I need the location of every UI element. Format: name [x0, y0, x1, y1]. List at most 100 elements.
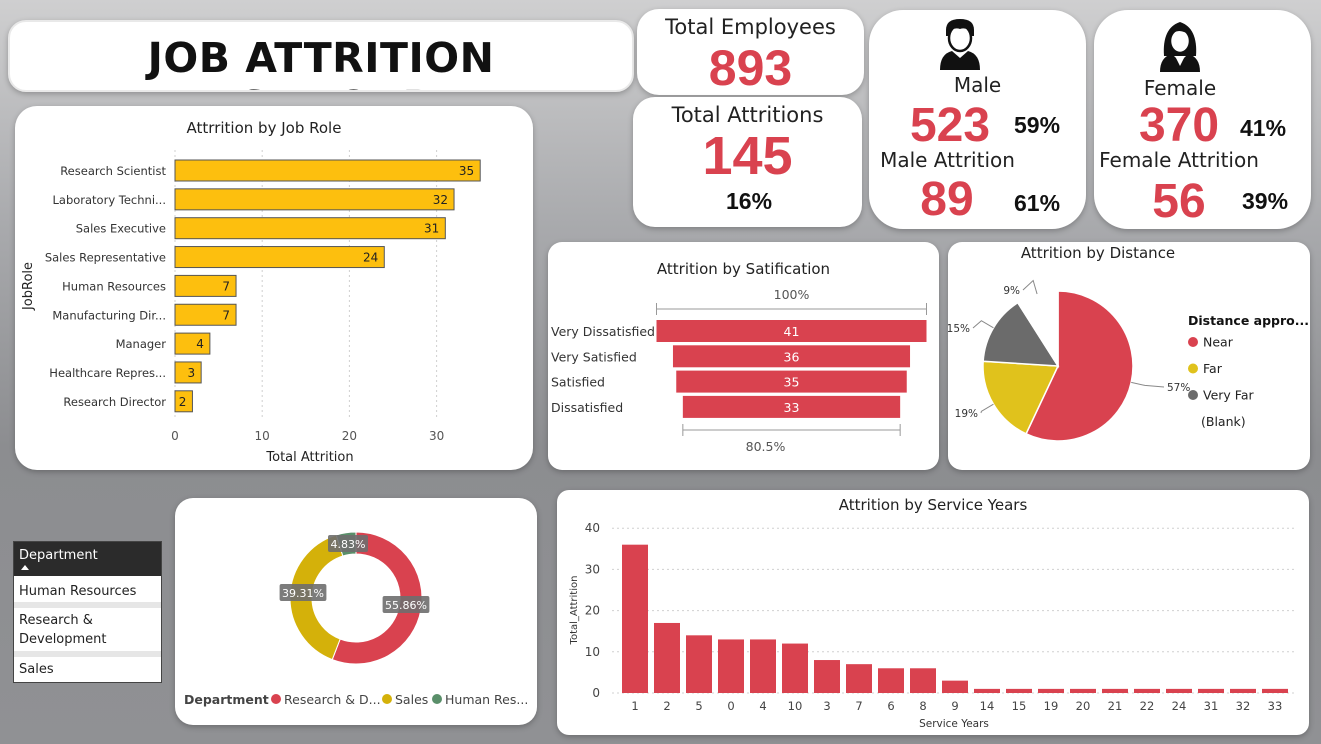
x-tick-label: 7 — [855, 699, 862, 713]
funnel-data-label: 36 — [784, 349, 800, 364]
x-tick-label: 5 — [695, 699, 702, 713]
legend-marker — [432, 694, 442, 704]
legend-title: Department — [184, 692, 269, 707]
pie-data-label: 19% — [955, 408, 978, 420]
bar — [910, 668, 936, 693]
bar-data-label: 7 — [222, 279, 230, 293]
total-employees-label: Total Employees — [665, 15, 836, 39]
dashboard-title-card: JOB ATTRITION DASHBOARD — [8, 20, 634, 92]
bar — [1038, 688, 1064, 693]
pie-leader-line — [980, 403, 994, 414]
slicer-item-research-development[interactable]: Research & Development — [14, 611, 161, 651]
y-tick-label: Healthcare Repres... — [49, 366, 166, 380]
bar — [942, 680, 968, 693]
legend-label: Sales — [395, 692, 428, 707]
bar — [1230, 688, 1256, 693]
funnel-category-label: Satisfied — [551, 375, 605, 390]
funnel-bar — [672, 345, 911, 368]
y-tick-label: Research Director — [63, 395, 166, 409]
bar — [718, 639, 744, 693]
legend-label: Near — [1203, 335, 1234, 350]
y-tick-label: Manager — [116, 337, 167, 351]
x-tick-label: 14 — [980, 699, 995, 713]
bar-data-label: 31 — [424, 222, 439, 236]
donut-label-bg — [328, 535, 368, 552]
x-tick-label: 33 — [1268, 699, 1283, 713]
pie-leader-line — [1131, 381, 1165, 388]
total-attritions-value: 145 — [702, 126, 793, 186]
bar — [878, 668, 904, 693]
x-tick-label: 19 — [1044, 699, 1059, 713]
legend-marker — [271, 694, 281, 704]
slicer-item-human-resources[interactable]: Human Resources — [14, 582, 161, 601]
total-employees-value: 893 — [708, 40, 793, 95]
funnel-data-label: 33 — [784, 400, 800, 415]
male-count: 523 — [909, 99, 991, 152]
pie-leader-line — [972, 320, 994, 329]
donut-data-label: 4.83% — [331, 538, 366, 551]
slicer-divider — [14, 602, 161, 608]
male-pct: 59% — [1014, 112, 1061, 138]
bar — [622, 544, 648, 693]
x-axis-title: Total Attrition — [265, 450, 353, 465]
department-donut: 55.86% 39.31% 4.83% Department Research & D.… — [184, 531, 528, 707]
x-tick-label: 22 — [1140, 699, 1155, 713]
legend-marker — [1188, 337, 1198, 347]
bar — [750, 639, 776, 693]
job-role-chart-card: Attrrition by Job Role 0 10 20 30 35 Research… — [15, 106, 533, 470]
total-employees-card: Total Employees 893 — [637, 9, 864, 95]
total-attritions-card: Total Attritions 145 16% — [633, 97, 862, 227]
donut-data-label: 39.31% — [282, 587, 324, 600]
female-pct: 41% — [1240, 115, 1287, 141]
male-attrition-pct: 61% — [1014, 190, 1061, 216]
bar — [654, 622, 680, 693]
funnel-bar — [682, 395, 901, 418]
slicer-header[interactable]: Department — [14, 542, 161, 576]
male-attrition-label: Male Attrition — [880, 148, 1015, 172]
male-label: Male — [953, 73, 1002, 97]
bar — [1198, 688, 1224, 693]
bar-data-label: 2 — [179, 395, 187, 409]
legend-title: Distance appro... — [1188, 313, 1309, 328]
x-tick-label: 24 — [1172, 699, 1187, 713]
bar — [1102, 688, 1128, 693]
y-tick-label: Research Scientist — [60, 164, 166, 178]
x-tick-label: 2 — [663, 699, 670, 713]
bar — [174, 390, 193, 413]
y-tick-label: 10 — [585, 645, 600, 659]
female-attrition-pct: 39% — [1242, 188, 1289, 214]
total-attritions-pct: 16% — [726, 188, 773, 214]
legend-label: Very Far — [1203, 388, 1254, 403]
x-tick-label: 0 — [171, 429, 179, 443]
bar — [174, 217, 446, 240]
legend-label: Far — [1203, 361, 1223, 376]
bar-data-label: 3 — [188, 366, 196, 380]
distance-chart-title: Attrition by Distance — [1020, 244, 1176, 262]
sort-caret-icon[interactable] — [21, 565, 29, 570]
bar — [1070, 688, 1096, 693]
x-tick-label: 8 — [919, 699, 926, 713]
slicer-title: Department — [19, 548, 98, 563]
funnel-data-label: 41 — [784, 324, 800, 339]
pie-slice — [982, 301, 1060, 367]
pie-leader-line — [1022, 279, 1038, 295]
female-attrition-value: 56 — [1152, 175, 1206, 228]
x-tick-label: 20 — [1076, 699, 1091, 713]
bar-data-label: 4 — [196, 337, 204, 351]
x-tick-label: 31 — [1204, 699, 1219, 713]
bar — [174, 303, 237, 326]
x-tick-label: 21 — [1108, 699, 1123, 713]
bar — [1134, 688, 1160, 693]
male-attrition-value: 89 — [920, 173, 974, 226]
y-tick-label: Sales Representative — [45, 251, 166, 265]
female-label: Female — [1143, 76, 1217, 100]
x-axis-title: Service Years — [919, 718, 989, 730]
bar-data-label: 24 — [363, 251, 378, 265]
x-tick-label: 1 — [631, 699, 638, 713]
department-slicer[interactable]: Department Human Resources Research & De… — [13, 541, 162, 683]
slicer-item-sales[interactable]: Sales — [14, 660, 161, 679]
x-tick-label: 0 — [727, 699, 734, 713]
bar — [1166, 688, 1192, 693]
funnel-bottom-pct: 80.5% — [746, 439, 786, 454]
